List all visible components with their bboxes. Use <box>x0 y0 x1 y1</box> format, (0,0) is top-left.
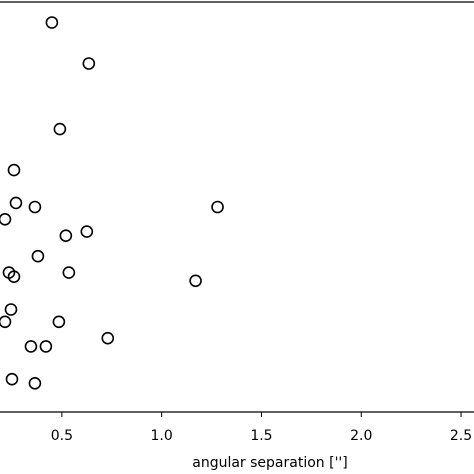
x-tick-label: 1.0 <box>151 428 173 444</box>
point <box>82 57 96 70</box>
point <box>101 331 115 345</box>
x-tick-label: 2.0 <box>350 428 372 444</box>
point <box>39 340 53 353</box>
x-tick-label: 1.5 <box>250 428 272 444</box>
point <box>31 249 45 263</box>
point <box>59 229 73 242</box>
x-axis-label: angular separation [''] <box>192 455 347 471</box>
point <box>28 200 42 214</box>
x-tick-label: 2.5 <box>450 428 472 444</box>
point <box>28 376 42 390</box>
point <box>0 315 12 329</box>
point <box>9 196 23 210</box>
point <box>62 266 76 279</box>
point <box>5 372 19 386</box>
point <box>53 122 67 136</box>
point <box>80 225 94 238</box>
point <box>24 340 38 353</box>
point <box>52 315 66 329</box>
x-tick-label: 0.5 <box>51 428 73 444</box>
point <box>189 274 202 288</box>
point <box>45 16 59 29</box>
point <box>4 303 18 316</box>
point <box>7 163 21 177</box>
point <box>7 270 21 284</box>
point <box>0 213 12 226</box>
point <box>211 200 224 214</box>
